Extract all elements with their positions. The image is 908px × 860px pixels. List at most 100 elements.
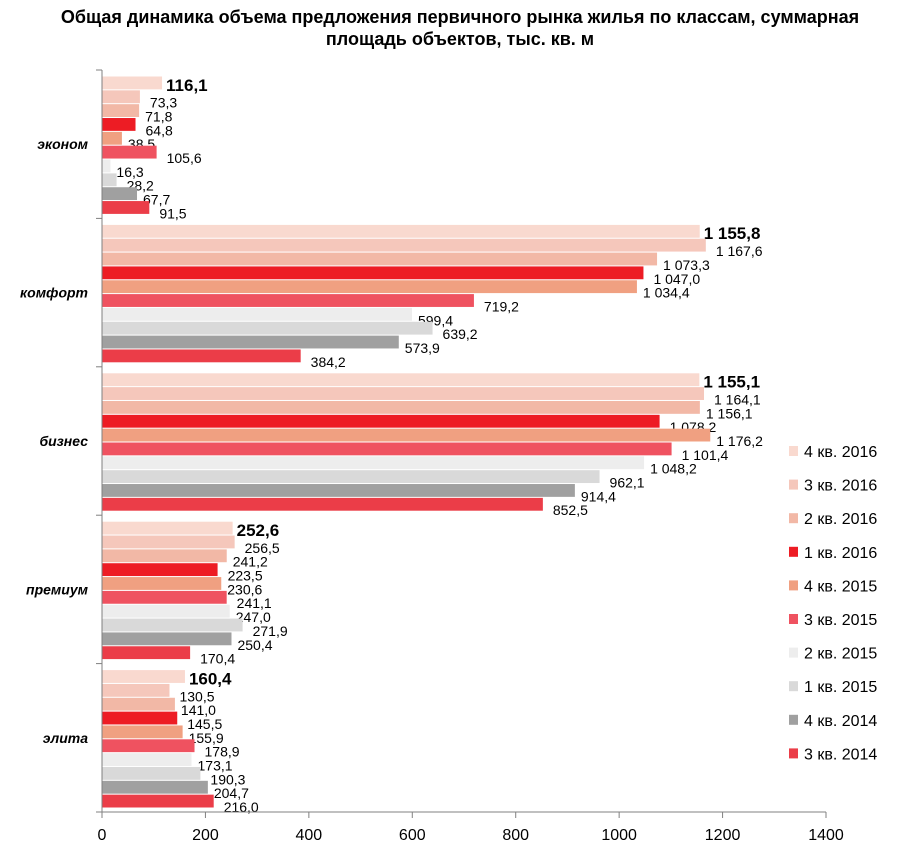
legend-swatch — [789, 614, 798, 624]
x-tick-label: 0 — [98, 827, 107, 844]
data-label: 190,3 — [210, 771, 245, 787]
legend-label: 4 кв. 2015 — [804, 578, 877, 595]
x-tick-label: 200 — [192, 827, 219, 844]
bar — [102, 577, 222, 590]
bar — [102, 321, 433, 335]
bar — [102, 646, 191, 660]
legend-label: 3 кв. 2015 — [804, 612, 877, 629]
bar — [102, 632, 232, 646]
bar — [102, 521, 233, 535]
bar — [102, 428, 711, 442]
data-label: 170,4 — [200, 651, 235, 667]
bar — [102, 442, 672, 456]
bar — [102, 725, 183, 739]
legend-swatch — [789, 479, 798, 490]
data-label: 141,0 — [181, 702, 216, 718]
bar — [102, 349, 301, 363]
bar — [102, 711, 178, 725]
data-label: 1 073,3 — [663, 257, 710, 273]
bar — [102, 387, 705, 400]
data-label: 178,9 — [205, 744, 240, 760]
data-label: 223,5 — [228, 568, 263, 584]
bar — [102, 280, 637, 294]
bar — [102, 373, 700, 387]
category-label: бизнес — [39, 433, 88, 449]
data-label: 160,4 — [189, 669, 232, 688]
legend-label: 2 кв. 2016 — [804, 511, 877, 528]
data-label: 241,1 — [237, 595, 272, 611]
chart-title: Общая динамика объема предложения первич… — [60, 7, 860, 49]
x-tick-label: 1200 — [705, 827, 741, 844]
x-tick-label: 1400 — [808, 827, 844, 844]
bar — [102, 618, 243, 632]
legend-label: 3 кв. 2016 — [804, 478, 877, 495]
data-label: 252,6 — [237, 521, 280, 540]
legend-swatch — [789, 714, 798, 725]
bar — [102, 224, 700, 238]
bar — [102, 484, 575, 497]
bar — [102, 535, 235, 549]
x-tick-label: 1000 — [601, 827, 637, 844]
bar — [102, 118, 136, 131]
data-label: 64,8 — [146, 122, 173, 138]
bar — [102, 400, 700, 414]
data-label: 719,2 — [484, 298, 519, 314]
bar — [102, 683, 170, 697]
bar — [102, 549, 227, 563]
bar — [102, 252, 658, 266]
data-label: 105,6 — [167, 150, 202, 166]
bar — [102, 104, 140, 118]
data-label: 73,3 — [150, 95, 177, 111]
bar — [102, 90, 140, 104]
bar — [102, 307, 412, 321]
data-label: 91,5 — [159, 205, 186, 221]
bar — [102, 173, 117, 187]
bar — [102, 76, 163, 90]
data-label: 914,4 — [581, 488, 616, 504]
data-label: 130,5 — [179, 688, 214, 704]
bar — [102, 335, 399, 349]
data-label: 1 176,2 — [716, 433, 763, 449]
legend-label: 3 кв. 2014 — [804, 746, 877, 763]
data-label: 271,9 — [253, 623, 288, 639]
category-label: комфорт — [20, 285, 88, 301]
legend-swatch — [789, 647, 798, 658]
data-label: 155,9 — [189, 730, 224, 746]
bar — [102, 456, 645, 470]
category-label: премиум — [26, 581, 89, 597]
data-label: 639,2 — [443, 326, 478, 342]
data-label: 1 167,6 — [716, 243, 763, 259]
bar — [102, 766, 201, 780]
data-label: 145,5 — [187, 716, 222, 732]
data-label: 173,1 — [198, 757, 233, 773]
bar — [102, 131, 122, 145]
data-label: 1 155,8 — [704, 224, 761, 243]
data-label: 241,2 — [233, 554, 268, 570]
data-label: 1 164,1 — [714, 391, 761, 407]
data-label: 116,1 — [166, 76, 208, 95]
x-tick-label: 400 — [296, 827, 323, 844]
bar — [102, 604, 230, 618]
bar — [102, 159, 111, 173]
legend-swatch — [789, 748, 798, 759]
category-label: эконом — [37, 136, 88, 152]
bar — [102, 145, 157, 159]
bar — [102, 780, 208, 794]
legend-swatch — [789, 546, 798, 557]
data-label: 67,7 — [143, 192, 170, 208]
bar — [102, 739, 195, 753]
bar — [102, 414, 660, 428]
bar — [102, 563, 218, 577]
data-label: 1 156,1 — [706, 405, 753, 421]
data-label: 204,7 — [214, 785, 249, 801]
data-label: 250,4 — [237, 637, 272, 653]
data-label: 71,8 — [145, 109, 172, 125]
legend-label: 1 кв. 2016 — [804, 545, 877, 562]
x-tick-label: 800 — [502, 827, 529, 844]
legend-swatch — [789, 513, 798, 524]
bar — [102, 697, 175, 711]
data-label: 384,2 — [311, 354, 346, 370]
x-tick-label: 600 — [399, 827, 426, 844]
bar — [102, 794, 214, 808]
